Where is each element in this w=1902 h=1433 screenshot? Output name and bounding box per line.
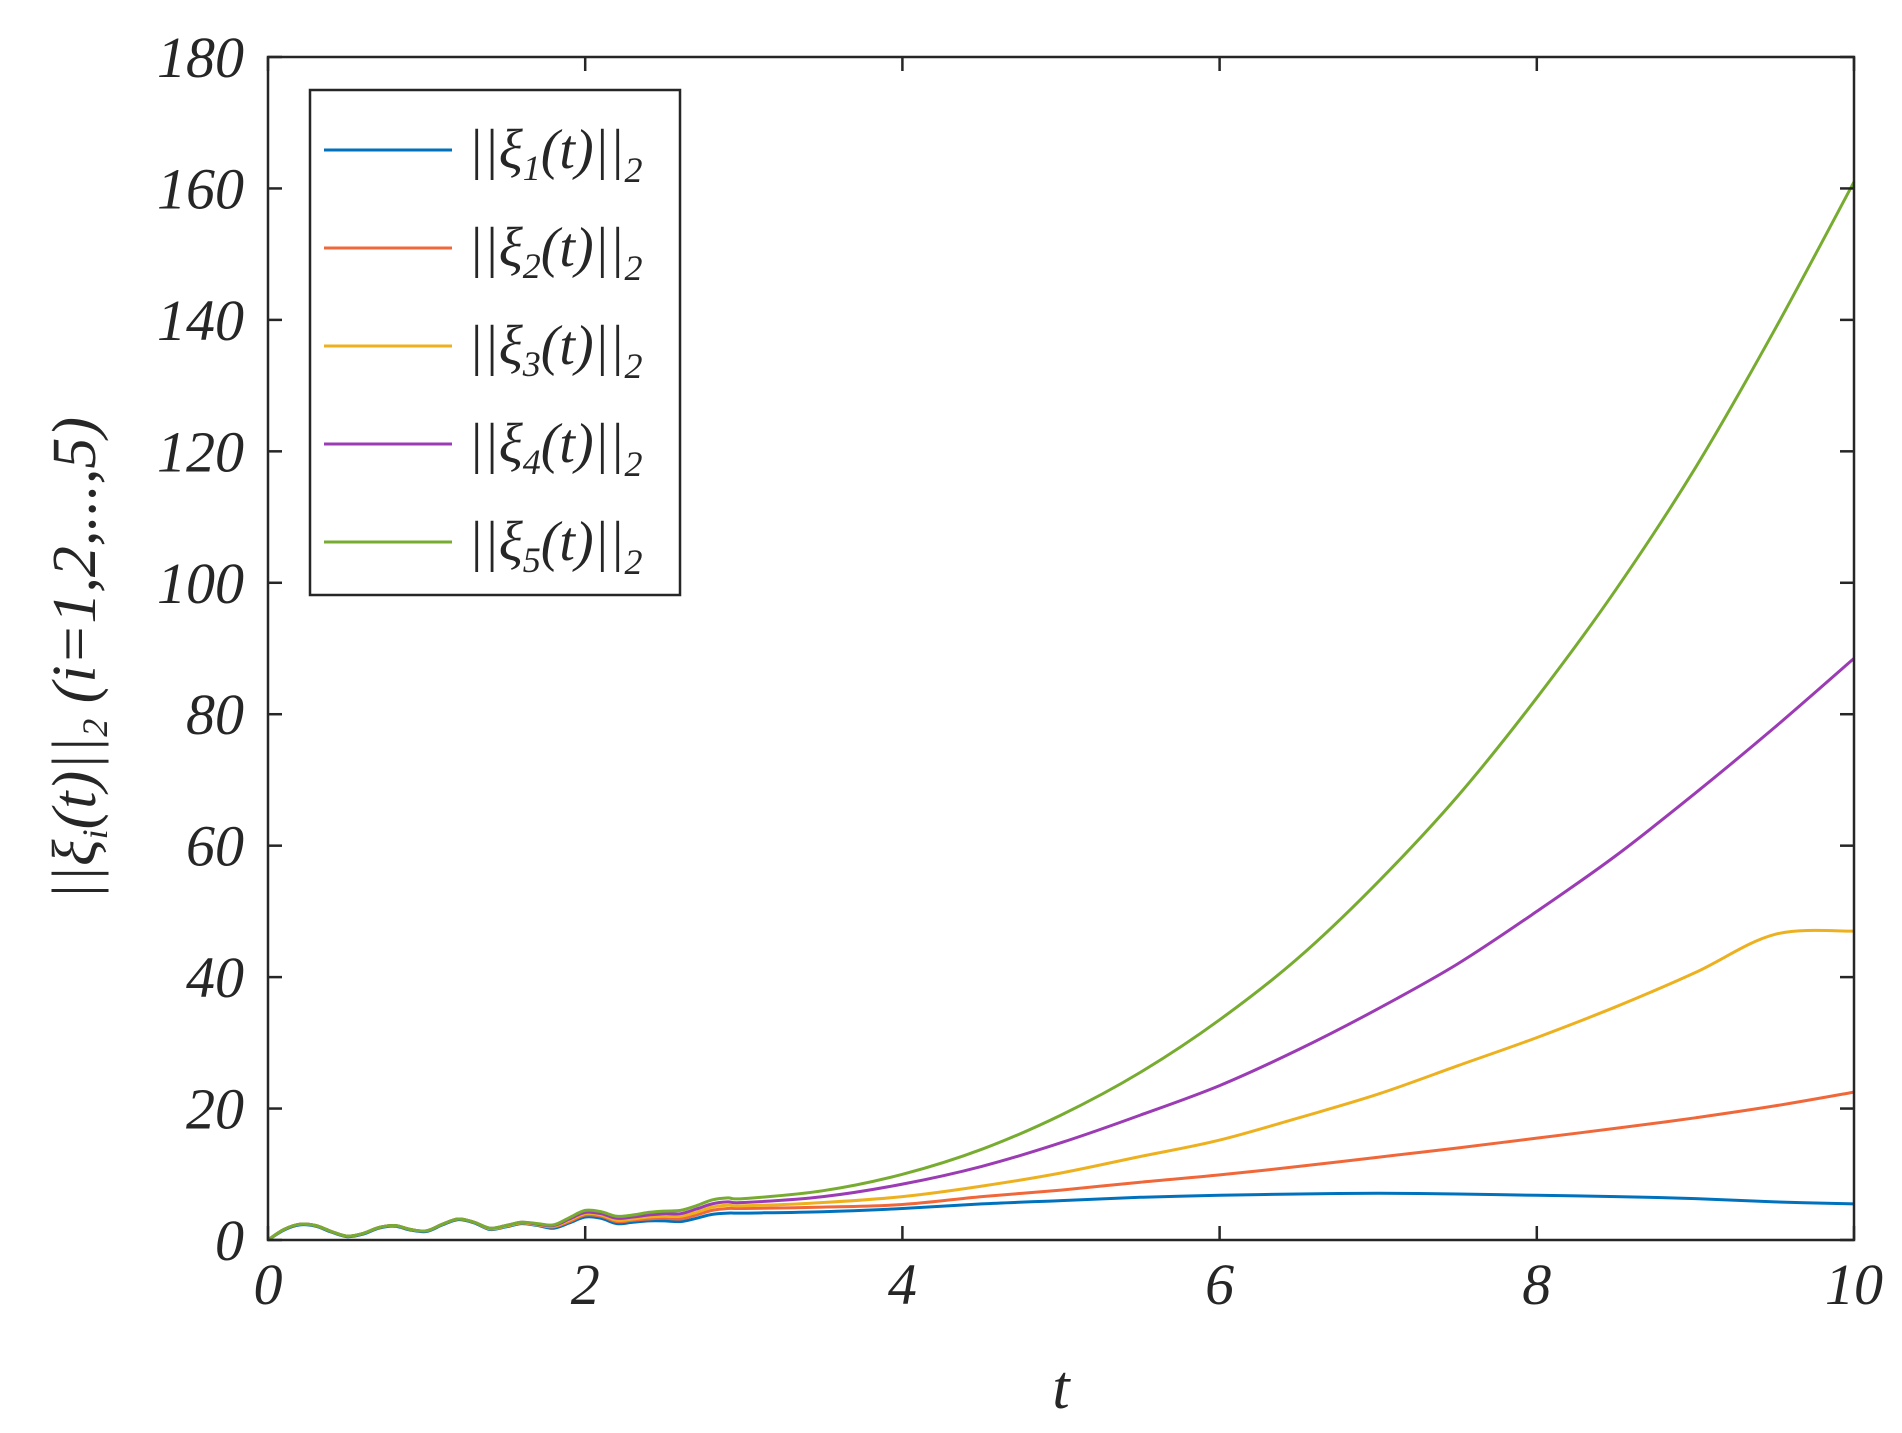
legend-label: ||ξ5(t)||2 [468,511,642,582]
legend-entries: ||ξ1(t)||2 ||ξ2(t)||2 ||ξ3(t)||2 ||ξ4(t)||2… [324,119,642,582]
y-tick-label: 100 [157,551,244,616]
plot-frame [266,55,1856,1242]
x-tick-label: 10 [1825,1252,1883,1317]
legend-label: ||ξ4(t)||2 [468,413,642,484]
x-axis-label: t [1052,1354,1071,1422]
y-tick-label: 180 [157,25,244,90]
x-tick-label: 4 [888,1252,917,1317]
y-axis-label-prefix: ||ξ [41,839,109,900]
y-axis-label-sub2: 2 [75,719,115,737]
legend-entry-5: ||ξ5(t)||2 [324,511,642,582]
legend-entry-4: ||ξ4(t)||2 [324,413,642,484]
y-tick-label: 60 [186,814,244,879]
series-layer [267,181,1856,1242]
x-tick-label: 6 [1205,1252,1234,1317]
y-axis-label: ||ξi(t)||2 (i=1,2,...,5) [41,417,115,900]
legend-entry-2: ||ξ2(t)||2 [324,217,642,288]
x-tick-label: 8 [1522,1252,1551,1317]
legend-label: ||ξ1(t)||2 [468,119,642,190]
legend-entry-3: ||ξ3(t)||2 [324,315,642,386]
y-tick-label: 80 [186,682,244,747]
legend-label: ||ξ3(t)||2 [468,315,642,386]
legend-label: ||ξ2(t)||2 [468,217,642,288]
y-axis-label-sub1: i [75,829,115,839]
y-tick-label: 40 [186,945,244,1010]
y-tick-label: 0 [215,1208,244,1273]
legend-box [308,88,682,597]
legend: ||ξ1(t)||2 ||ξ2(t)||2 ||ξ3(t)||2 ||ξ4(t)||2… [308,88,682,597]
y-axis-label-mid: (t)|| [41,737,109,830]
y-tick-label: 20 [186,1077,244,1142]
series-line-5 [267,181,1856,1242]
x-tick-label: 2 [571,1252,600,1317]
legend-entry-1: ||ξ1(t)||2 [324,119,642,190]
ticks-layer [266,55,1856,1242]
y-axis-label-suffix: (i=1,2,...,5) [41,417,109,719]
y-tick-label: 160 [157,156,244,221]
y-tick-label: 140 [157,288,244,353]
y-tick-label: 120 [157,419,244,484]
x-tick-label: 0 [254,1252,283,1317]
